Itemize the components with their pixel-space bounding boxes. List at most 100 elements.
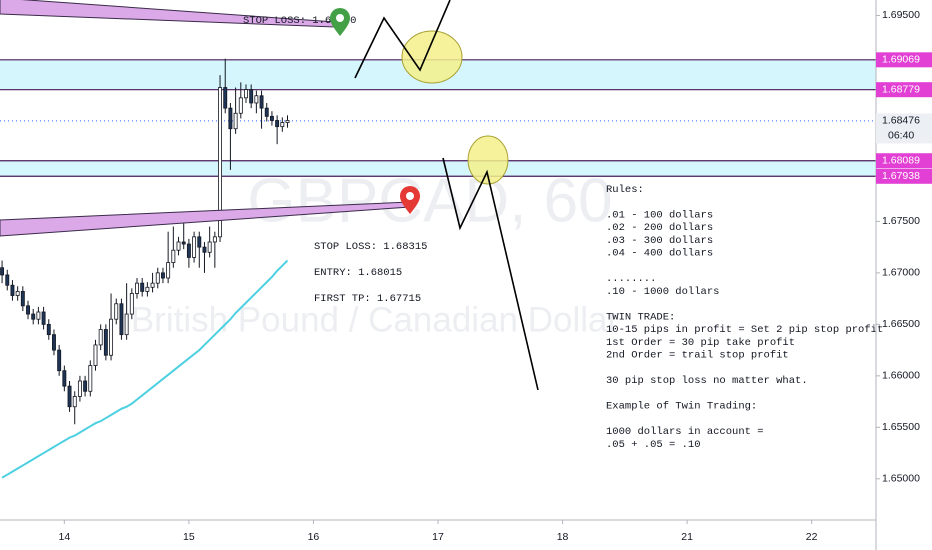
candle-body: [192, 236, 197, 258]
candle-body: [109, 318, 114, 356]
highlight-ellipse: [401, 30, 463, 84]
candle-body: [249, 89, 254, 104]
projection-line: [354, 0, 451, 79]
x-tick-label: 18: [557, 531, 569, 543]
candle-body: [140, 282, 145, 292]
candle-body: [114, 303, 119, 320]
watermark-symbol: GBPCAD, 60: [247, 166, 612, 235]
candle-body: [124, 313, 129, 336]
candle-body: [119, 303, 124, 336]
candle-body: [72, 396, 77, 408]
y-tick-label: 1.69500: [882, 9, 920, 21]
y-tick-label: 1.67500: [882, 215, 920, 227]
candle-body: [197, 236, 202, 248]
note-line: .05 + .05 = .10: [606, 439, 701, 451]
note-line: 30 pip stop loss no matter what.: [606, 375, 808, 387]
candle-body: [181, 241, 186, 245]
note-line: 1000 dollars in account =: [606, 426, 764, 438]
note-line: ENTRY: 1.68015: [314, 267, 402, 279]
candle-body: [171, 249, 176, 263]
x-tick-label: 22: [806, 531, 818, 543]
moving-average: [1, 259, 289, 479]
y-tick-label: 1.67000: [882, 267, 920, 279]
candle-body: [77, 380, 82, 397]
candle-body: [176, 241, 181, 251]
pin-dot: [336, 14, 344, 22]
note-line: TWIN TRADE:: [606, 311, 675, 323]
candle-body: [135, 282, 139, 294]
note-line: 1st Order = 30 pip take profit: [606, 337, 795, 349]
note-line: .04 - 400 dollars: [606, 248, 713, 260]
watermark-description: British Pound / Canadian Dollar: [131, 300, 620, 339]
candle-body: [10, 284, 15, 296]
candle-body: [150, 282, 155, 288]
candle-body: [285, 120, 290, 123]
note-line: .01 - 100 dollars: [606, 209, 713, 221]
candle-body: [259, 95, 264, 109]
candle-body: [129, 293, 134, 315]
candle-body: [20, 291, 25, 307]
candle-body: [26, 305, 30, 315]
candle-body: [160, 272, 165, 279]
note-line: STOP LOSS: 1.68315: [314, 241, 427, 253]
candle-body: [223, 87, 228, 109]
level-label: 1.69069: [882, 54, 920, 66]
candle-body: [145, 286, 150, 292]
candle-body: [5, 274, 10, 286]
candle-body: [218, 87, 222, 238]
last-price-label: 1.68476: [882, 115, 920, 127]
level-label: 1.67938: [882, 170, 920, 182]
candle-body: [36, 311, 41, 320]
note-line: 10-15 pips in profit = Set 2 pip stop pr…: [606, 324, 883, 336]
x-tick-label: 15: [183, 531, 195, 543]
candle-body: [57, 349, 62, 372]
note-line: Example of Twin Trading:: [606, 401, 757, 413]
level-badge: [876, 82, 932, 98]
candle-body: [41, 311, 46, 325]
candle-body: [67, 385, 72, 408]
candle-body: [52, 334, 56, 351]
candle-body: [88, 365, 93, 392]
projection-line: [442, 157, 539, 391]
candle-body: [93, 344, 98, 366]
candle-body: [280, 122, 285, 128]
candle-body: [83, 380, 88, 392]
pin-dot: [406, 192, 414, 200]
note-line: .03 - 300 dollars: [606, 235, 713, 247]
candle-body: [15, 291, 20, 296]
candle-body: [62, 370, 67, 387]
candle-body: [233, 112, 238, 130]
candle-body: [212, 236, 217, 243]
note-line: ........: [606, 273, 656, 285]
candle-body: [228, 107, 233, 130]
candle-body: [269, 115, 274, 121]
highlight-ellipse: [467, 135, 509, 185]
level-badge: [876, 153, 932, 169]
level-badge: [876, 168, 932, 184]
candle-body: [98, 329, 103, 346]
level-label: 1.68779: [882, 83, 920, 95]
x-tick-label: 14: [59, 531, 71, 543]
candle-body: [0, 267, 5, 276]
axes: 1.69069 1.68779 1.68089 1.67938 1.68476 06:40…: [59, 9, 932, 543]
x-tick-label: 21: [681, 531, 693, 543]
candle-body: [103, 329, 108, 356]
notes: STOP LOSS: 1.68315 ENTRY: 1.68015 FIRST TP…: [314, 184, 883, 451]
level-label: 1.68089: [882, 155, 920, 167]
y-tick-label: 1.66000: [882, 370, 920, 382]
plot: [0, 58, 290, 479]
note-line: FIRST TP: 1.67715: [314, 293, 421, 305]
candle-body: [254, 95, 259, 104]
candle-body: [207, 241, 212, 253]
level-badge: [876, 52, 932, 68]
countdown: 06:40: [888, 130, 914, 142]
note-line: 2nd Order = trail stop profit: [606, 350, 789, 362]
note-line: .10 - 1000 dollars: [606, 286, 719, 298]
candle-body: [275, 120, 280, 128]
candle-body: [202, 246, 207, 253]
candle-body: [166, 262, 171, 279]
candle-body: [155, 272, 160, 284]
annotation: STOP LOSS: 1.68600: [243, 15, 356, 27]
